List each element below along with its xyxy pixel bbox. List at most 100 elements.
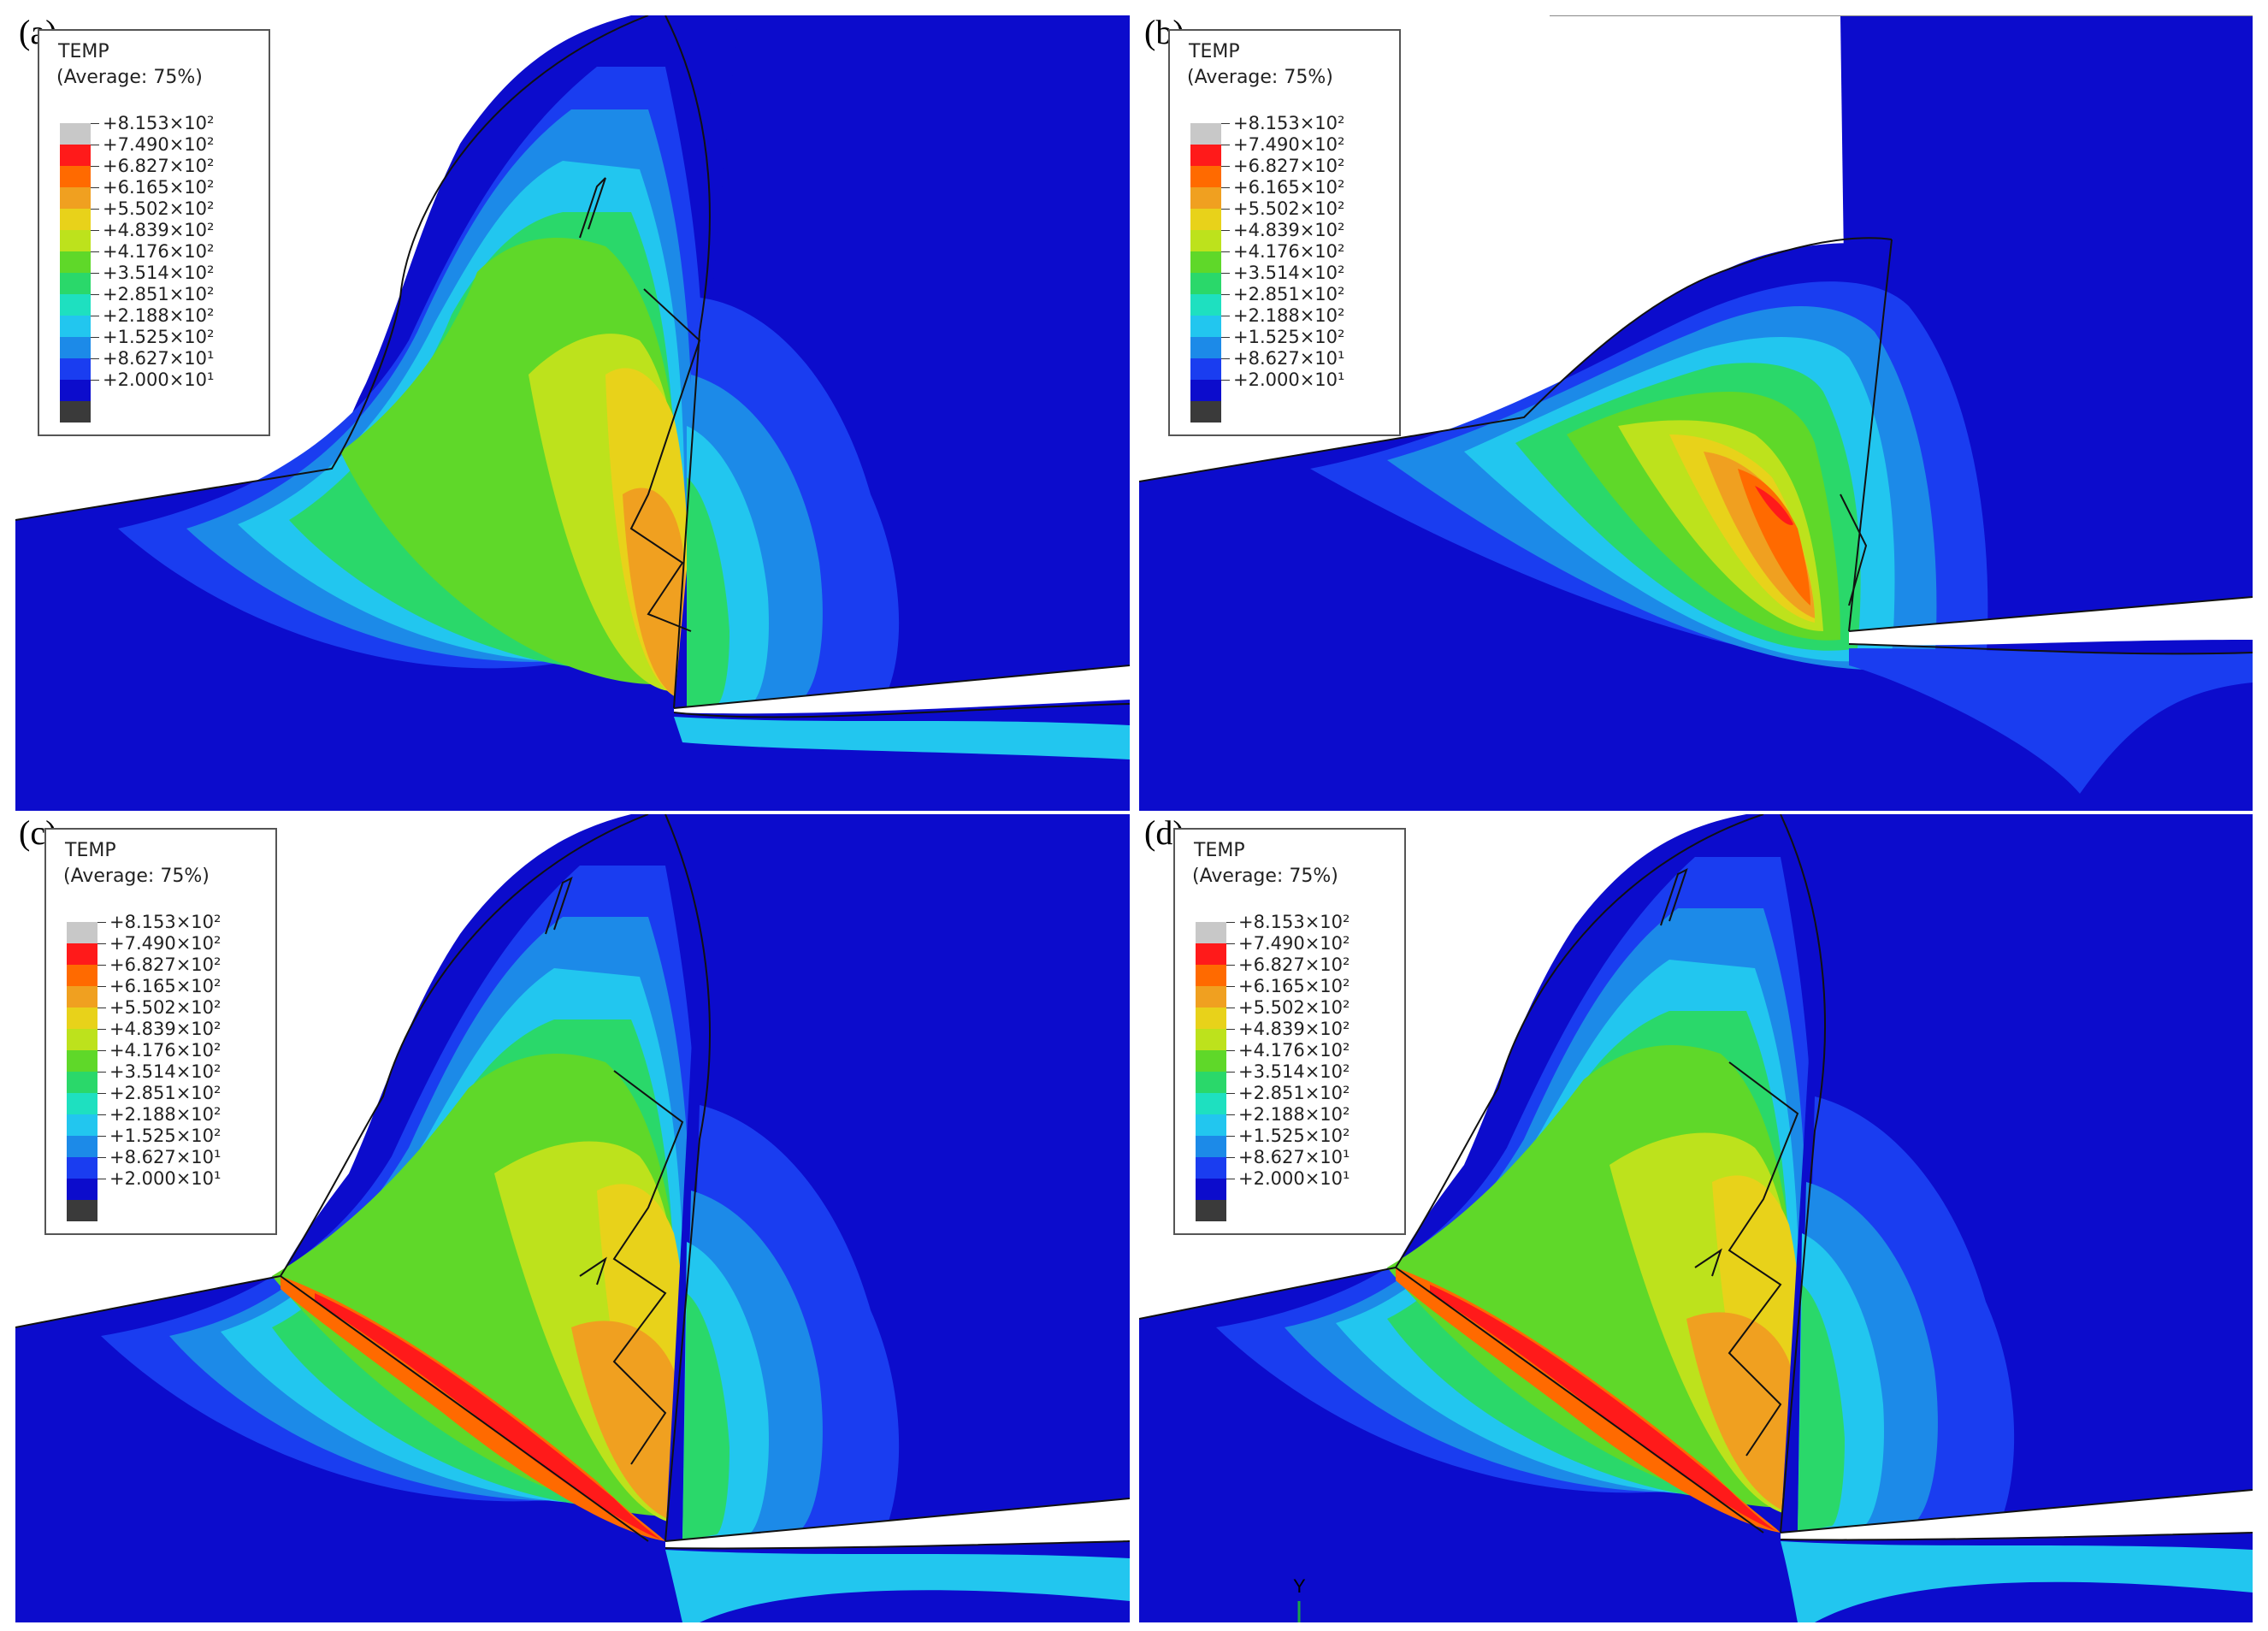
legend-swatch <box>60 401 91 423</box>
legend-swatch <box>60 273 91 294</box>
legend-tick-label: +3.514×10² <box>1226 1061 1350 1083</box>
legend-swatch <box>1196 1157 1226 1179</box>
legend-swatch <box>1190 123 1221 145</box>
legend-swatch <box>1190 401 1221 423</box>
legend-tick-label: +7.490×10² <box>97 933 221 954</box>
legend-swatch <box>1196 922 1226 943</box>
legend-tick-label: +3.514×10² <box>97 1061 221 1083</box>
legend-tick-label: +6.165×10² <box>1226 976 1350 997</box>
legend-variable: TEMP <box>65 840 116 861</box>
legend-swatch <box>1196 1072 1226 1093</box>
legend-tick-label: +4.176×10² <box>97 1040 221 1061</box>
legend-swatch <box>1196 1179 1226 1200</box>
legend-tick-label: +5.502×10² <box>90 198 214 220</box>
legend-tick-label: +1.525×10² <box>90 327 214 348</box>
legend-tick-label: +3.514×10² <box>90 263 214 284</box>
legend-swatch <box>1190 230 1221 251</box>
legend-ticks: +8.153×10² +7.490×10² +6.827×10² +6.165×10²… <box>1226 912 1350 1190</box>
legend-ticks: +8.153×10² +7.490×10² +6.827×10² +6.165×10²… <box>97 912 221 1190</box>
legend-tick-label: +1.525×10² <box>1220 327 1344 348</box>
legend-swatch <box>67 1050 97 1072</box>
legend-average: (Average: 75%) <box>56 67 203 88</box>
legend-tick-label: +8.627×10¹ <box>97 1147 221 1168</box>
legend-tick-label: +6.165×10² <box>97 976 221 997</box>
legend-tick-label: +1.525×10² <box>97 1126 221 1147</box>
legend-variable: TEMP <box>1194 840 1245 861</box>
legend-swatch <box>67 1008 97 1029</box>
legend-swatch <box>60 380 91 401</box>
legend-swatch <box>1190 316 1221 337</box>
legend-tick-label: +8.153×10² <box>1226 912 1350 933</box>
legend-swatch <box>60 358 91 380</box>
legend-swatch <box>1190 209 1221 230</box>
legend-average: (Average: 75%) <box>63 866 210 887</box>
legend-tick-label: +5.502×10² <box>1220 198 1344 220</box>
legend-swatch <box>67 1136 97 1157</box>
legend-swatch <box>67 1093 97 1114</box>
legend-variable: TEMP <box>1189 41 1240 62</box>
temperature-legend: TEMP (Average: 75%) +8.153×10² +7.490×10²… <box>1168 29 1401 436</box>
legend-swatch <box>60 316 91 337</box>
legend-swatch <box>1196 1050 1226 1072</box>
panel-b: (b) TEMP (Average: 75%) +8.153×10² +7.490… <box>1139 15 2253 811</box>
legend-swatch <box>67 943 97 965</box>
temperature-field-d <box>1139 814 2253 1622</box>
legend-swatch <box>67 1157 97 1179</box>
legend-swatch <box>67 965 97 986</box>
legend-swatch <box>1190 380 1221 401</box>
legend-tick-label: +2.000×10¹ <box>90 369 214 391</box>
legend-swatch <box>1190 166 1221 187</box>
legend-swatch <box>60 166 91 187</box>
legend-swatch <box>60 187 91 209</box>
legend-tick-label: +1.525×10² <box>1226 1126 1350 1147</box>
legend-color-bar <box>67 922 97 1221</box>
legend-tick-label: +6.165×10² <box>1220 177 1344 198</box>
legend-ticks: +8.153×10² +7.490×10² +6.827×10² +6.165×10²… <box>90 113 214 391</box>
legend-swatch <box>60 230 91 251</box>
legend-swatch <box>1196 986 1226 1008</box>
legend-swatch <box>1190 187 1221 209</box>
legend-tick-label: +4.176×10² <box>1226 1040 1350 1061</box>
legend-tick-label: +2.851×10² <box>97 1083 221 1104</box>
temperature-legend: TEMP (Average: 75%) +8.153×10² +7.490×10²… <box>1173 828 1406 1235</box>
legend-tick-label: +5.502×10² <box>97 997 221 1019</box>
legend-swatch <box>1196 1029 1226 1050</box>
temperature-legend: TEMP (Average: 75%) +8.153×10² +7.490×10²… <box>38 29 270 436</box>
legend-swatch <box>1196 1093 1226 1114</box>
panel-d: (d) TEMP (Average: 75%) +8.153×10² +7.490… <box>1139 814 2253 1622</box>
legend-tick-label: +6.165×10² <box>90 177 214 198</box>
legend-tick-label: +3.514×10² <box>1220 263 1344 284</box>
legend-swatch <box>60 251 91 273</box>
legend-tick-label: +2.188×10² <box>97 1104 221 1126</box>
legend-tick-label: +7.490×10² <box>1220 134 1344 156</box>
legend-swatch <box>1196 1008 1226 1029</box>
legend-swatch <box>60 337 91 358</box>
legend-tick-label: +4.176×10² <box>90 241 214 263</box>
legend-swatch <box>1196 1200 1226 1221</box>
legend-tick-label: +8.627×10¹ <box>90 348 214 369</box>
legend-color-bar <box>60 123 91 423</box>
legend-tick-label: +2.851×10² <box>90 284 214 305</box>
axis-triad-label: Y <box>1293 1575 1306 1597</box>
legend-tick-label: +8.153×10² <box>1220 113 1344 134</box>
legend-tick-label: +2.000×10¹ <box>97 1168 221 1190</box>
legend-swatch <box>67 986 97 1008</box>
legend-tick-label: +5.502×10² <box>1226 997 1350 1019</box>
legend-tick-label: +2.188×10² <box>1226 1104 1350 1126</box>
legend-tick-label: +8.627×10¹ <box>1220 348 1344 369</box>
legend-tick-label: +2.188×10² <box>90 305 214 327</box>
legend-color-bar <box>1190 123 1221 423</box>
panel-a: (a) TEMP (Average: 75%) +8.153×10²+7.490… <box>15 15 1130 811</box>
legend-average: (Average: 75%) <box>1192 866 1338 887</box>
legend-average: (Average: 75%) <box>1187 67 1333 88</box>
legend-tick-label: +2.188×10² <box>1220 305 1344 327</box>
legend-tick-label: +6.827×10² <box>1220 156 1344 177</box>
legend-swatch <box>1190 273 1221 294</box>
legend-tick-label: +7.490×10² <box>1226 933 1350 954</box>
legend-swatch <box>67 1179 97 1200</box>
legend-swatch <box>1190 145 1221 166</box>
temperature-field-a <box>15 15 1130 811</box>
legend-tick-label: +4.839×10² <box>1226 1019 1350 1040</box>
legend-swatch <box>60 145 91 166</box>
legend-tick-label: +8.153×10² <box>97 912 221 933</box>
